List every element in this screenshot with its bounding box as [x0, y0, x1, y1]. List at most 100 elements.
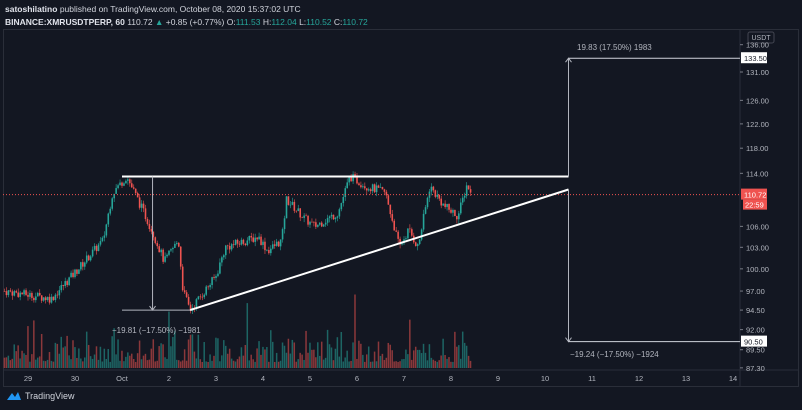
candle-body: [338, 209, 341, 217]
candle-body: [305, 215, 307, 217]
volume-bar: [440, 355, 442, 368]
volume-bar: [170, 346, 172, 368]
candle-body: [101, 237, 104, 242]
candle-body: [132, 187, 135, 189]
volume-bar: [371, 361, 374, 368]
y-tick-label: 103.00: [746, 243, 769, 252]
volume-bar: [160, 343, 162, 368]
candle-body: [217, 273, 219, 277]
volume-bar: [140, 359, 143, 368]
volume-bar: [428, 344, 431, 368]
candle-body: [389, 204, 392, 215]
volume-bar: [336, 337, 339, 368]
volume-bar: [176, 359, 178, 368]
y-tick-label: 126.00: [746, 96, 769, 105]
candle-body: [27, 294, 29, 297]
volume-bar: [207, 361, 209, 368]
volume-bar: [203, 342, 205, 368]
candle-body: [117, 185, 119, 189]
candle-body: [35, 296, 37, 301]
candle-body: [422, 213, 425, 230]
candle-body: [432, 186, 435, 191]
volume-bar: [328, 344, 331, 368]
candle-body: [289, 204, 292, 206]
measure-left-label: −19.81 (−17.50%) −1981: [112, 326, 201, 335]
candle-body: [234, 239, 237, 245]
change: +0.85 (+0.77%): [165, 17, 225, 27]
tradingview-logo[interactable]: TradingView: [6, 390, 75, 402]
candle-body: [438, 194, 441, 199]
volume-bar: [72, 340, 74, 368]
candle-body: [85, 255, 88, 263]
candle-body: [358, 183, 360, 186]
candle-body: [369, 189, 372, 192]
candle-body: [411, 229, 413, 236]
up-arrow-icon: ▲: [154, 17, 164, 27]
volume-bar: [254, 361, 256, 368]
volume-bar: [146, 360, 149, 368]
candle-body: [177, 242, 180, 247]
x-tick-label: 9: [496, 374, 500, 383]
volume-bar: [164, 357, 166, 368]
candle-body: [268, 250, 270, 254]
volume-bar: [68, 355, 70, 368]
candle-body: [371, 184, 374, 192]
x-tick-label: Oct: [116, 374, 129, 383]
volume-bar: [313, 349, 315, 368]
candle-body: [29, 292, 31, 297]
volume-bar: [87, 344, 90, 368]
volume-bar: [334, 348, 337, 368]
candle-body: [58, 290, 61, 296]
volume-bar: [221, 355, 223, 368]
x-tick-label: 7: [402, 374, 406, 383]
candle-body: [420, 229, 423, 240]
volume-bar: [236, 359, 239, 368]
volume-bar: [362, 354, 364, 368]
candle-body: [95, 245, 98, 252]
candle-body: [307, 215, 309, 225]
volume-bar: [442, 338, 444, 368]
candle-body: [148, 223, 151, 230]
volume-bar: [324, 357, 327, 368]
volume-bar: [279, 360, 282, 368]
volume-bar: [332, 360, 335, 368]
close-value: 110.72: [342, 17, 368, 27]
volume-bar: [381, 353, 384, 368]
support-trendline: [189, 188, 569, 312]
volume-bar: [25, 354, 27, 368]
volume-bar: [395, 361, 397, 368]
volume-bar: [387, 342, 390, 368]
candle-body: [17, 292, 20, 297]
volume-bar: [270, 330, 272, 368]
candle-body: [350, 176, 352, 182]
volume-bar: [185, 360, 188, 368]
volume-bar: [109, 361, 111, 368]
volume-bar: [115, 354, 117, 368]
candle-body: [228, 245, 231, 250]
volume-bar: [275, 352, 278, 368]
volume-bar: [97, 359, 100, 368]
candle-body: [334, 217, 337, 220]
candle-body: [456, 216, 458, 220]
volume-bar: [463, 342, 466, 368]
volume-bar: [271, 341, 274, 368]
volume-bar: [219, 361, 221, 368]
author[interactable]: satoshilatino: [5, 4, 58, 14]
volume-bar: [391, 350, 393, 368]
volume-bar: [40, 333, 43, 368]
volume-bar: [50, 360, 53, 368]
candle-body: [140, 203, 143, 208]
volume-bar: [248, 360, 250, 368]
volume-bar: [262, 346, 264, 368]
candle-body: [123, 183, 125, 186]
y-tick-label: 94.50: [746, 306, 765, 315]
volume-bar: [35, 359, 37, 368]
countdown-label: 22:59: [745, 201, 764, 210]
candle-body: [176, 242, 178, 244]
candle-body: [54, 294, 57, 301]
x-tick-label: 4: [261, 374, 265, 383]
volume-bar: [409, 319, 411, 368]
volume-bar: [111, 336, 113, 368]
volume-bar: [330, 347, 333, 368]
